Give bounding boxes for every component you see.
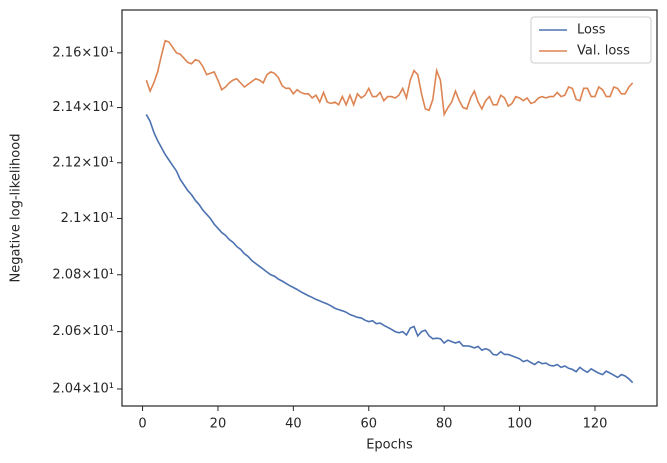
y-tick-label: 2.14×10¹ xyxy=(52,100,114,115)
y-axis-label: Negative log-likelihood xyxy=(9,134,24,283)
x-tick-label: 60 xyxy=(360,417,377,432)
legend-label: Val. loss xyxy=(577,44,630,59)
plot-frame xyxy=(121,9,658,407)
line xyxy=(145,39,634,118)
x-tick-label: 0 xyxy=(138,417,146,432)
x-tick-label: 40 xyxy=(285,417,302,432)
x-tick-label: 80 xyxy=(436,417,453,432)
x-tick-label: 120 xyxy=(583,417,608,432)
y-tick-label: 2.06×10¹ xyxy=(52,324,114,339)
x-axis-label: Epochs xyxy=(366,438,413,453)
legend-label: Loss xyxy=(577,23,606,38)
y-tick-label: 2.08×10¹ xyxy=(52,267,114,282)
y-tick-label: 2.04×10¹ xyxy=(52,381,114,396)
y-tick-label: 2.12×10¹ xyxy=(52,155,114,170)
x-tick-label: 20 xyxy=(210,417,227,432)
plot-area xyxy=(122,10,657,406)
line xyxy=(145,114,634,384)
y-tick-label: 2.1×10¹ xyxy=(61,211,114,226)
x-tick-label: 100 xyxy=(507,417,532,432)
legend: Loss Val. loss xyxy=(530,16,652,64)
y-tick-label: 2.16×10¹ xyxy=(52,45,114,60)
